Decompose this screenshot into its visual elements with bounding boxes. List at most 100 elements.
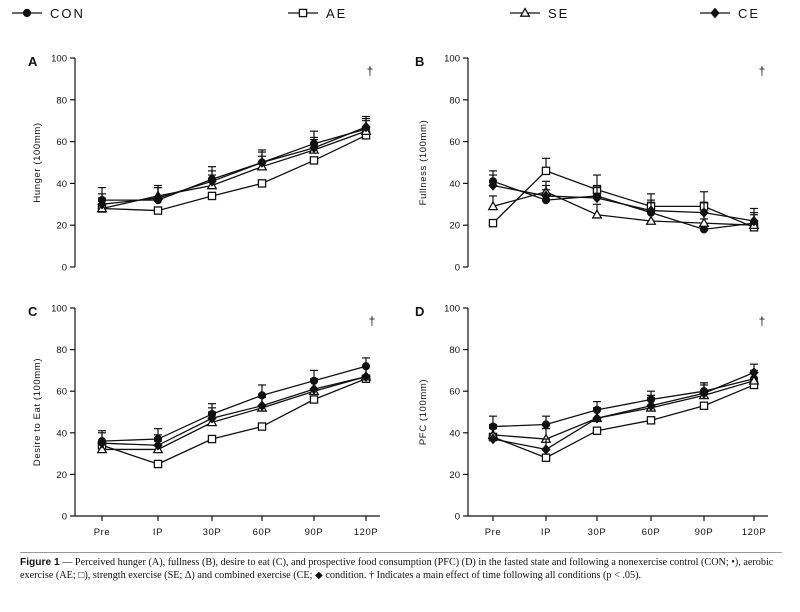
legend: CON AE SE CE: [12, 6, 760, 21]
panel-d: D 0 20 40 60 80 100 PFC (100mm) Pre IP 30P 60P 90P 12…: [415, 304, 768, 538]
x-tick-label: 60P: [253, 527, 272, 538]
series-ce: [97, 115, 371, 210]
data-point: [488, 433, 498, 445]
series-se: [487, 369, 760, 443]
significance-dagger: †: [369, 314, 376, 328]
data-point: [488, 218, 498, 228]
y-tick-label: 0: [62, 512, 67, 523]
y-tick-label: 20: [449, 470, 460, 481]
panel-letter: A: [28, 54, 38, 69]
y-axis-label: Desire to Eat (100mm): [32, 358, 43, 466]
series-con: [97, 357, 371, 446]
legend-label: CON: [50, 6, 85, 21]
y-tick-label: 40: [449, 179, 460, 190]
x-tick-label: IP: [541, 527, 551, 538]
x-tick-label: Pre: [485, 527, 502, 538]
series-line: [492, 378, 755, 428]
y-tick-label: 80: [56, 345, 67, 356]
data-point: [487, 200, 499, 211]
series-line: [102, 128, 367, 201]
series-ce: [97, 365, 371, 451]
y-tick-label: 80: [56, 95, 67, 106]
x-tick-label: 120P: [354, 527, 379, 538]
significance-dagger: †: [759, 64, 766, 78]
caption-text: — Perceived hunger (A), fullness (B), de…: [20, 557, 774, 581]
data-point: [699, 401, 709, 411]
y-tick-label: 20: [56, 221, 67, 232]
x-tick-label: 90P: [695, 527, 714, 538]
data-point: [207, 434, 217, 444]
data-point: [207, 412, 217, 424]
data-point: [207, 176, 217, 187]
x-tick-label: 60P: [642, 527, 661, 538]
y-tick-label: 0: [455, 512, 460, 523]
data-point: [541, 444, 551, 455]
data-point: [699, 388, 709, 399]
y-axis-label: Hunger (100mm): [32, 122, 43, 202]
y-tick-label: 40: [449, 428, 460, 439]
series-line: [492, 180, 755, 231]
legend-item-ae: AE: [288, 6, 347, 21]
data-point: [541, 420, 551, 429]
series-ce: [488, 174, 759, 227]
data-point: [541, 166, 551, 176]
data-point: [592, 426, 602, 435]
series-line: [102, 376, 367, 451]
y-tick-label: 80: [449, 345, 460, 356]
data-point: [541, 453, 551, 463]
x-tick-label: Pre: [94, 527, 111, 538]
y-tick-label: 40: [56, 179, 67, 190]
y-tick-label: 60: [449, 387, 460, 398]
y-tick-label: 60: [449, 137, 460, 148]
data-point: [153, 206, 163, 215]
caption-label: Figure 1: [20, 557, 60, 568]
data-point: [749, 367, 759, 378]
series-ae: [97, 374, 371, 469]
series-line: [101, 376, 367, 446]
panel-letter: C: [28, 304, 38, 319]
y-tick-label: 20: [449, 221, 460, 232]
series-line: [101, 126, 367, 205]
legend-label: CE: [738, 6, 760, 21]
legend-item-con: CON: [12, 6, 85, 21]
panel-b: B 0 20 40 60 80 100 Fullness (100mm) †: [415, 54, 765, 274]
caption-divider: [20, 552, 782, 553]
series-line: [492, 184, 755, 222]
panel-letter: D: [415, 304, 424, 319]
y-axis-label: PFC (100mm): [418, 379, 429, 445]
x-tick-label: IP: [153, 527, 163, 538]
legend-item-ce: CE: [700, 6, 760, 21]
legend-item-se: SE: [510, 6, 567, 21]
panel-letter: B: [415, 54, 424, 69]
data-point: [257, 400, 267, 412]
data-point: [698, 217, 710, 227]
series-line: [101, 365, 367, 442]
data-point: [591, 209, 603, 219]
y-tick-label: 100: [444, 54, 460, 65]
data-point: [592, 192, 602, 204]
data-point: [488, 180, 498, 191]
legend-marker-triangle: [519, 7, 531, 17]
y-tick-label: 80: [449, 95, 460, 106]
series-se: [96, 120, 372, 213]
series-ce: [488, 363, 759, 455]
data-point: [97, 437, 107, 449]
x-tick-label: 30P: [203, 527, 222, 538]
series-line: [101, 378, 367, 465]
data-point: [646, 416, 656, 425]
data-point: [592, 412, 602, 424]
data-point: [153, 459, 163, 469]
series-line: [492, 384, 755, 459]
y-tick-label: 0: [455, 263, 460, 274]
data-point: [361, 121, 371, 133]
x-tick-label: 120P: [742, 527, 767, 538]
data-point: [257, 157, 267, 168]
series-line: [492, 371, 755, 451]
y-tick-label: 100: [51, 304, 67, 315]
legend-marker-diamond: [710, 7, 720, 19]
data-point: [309, 142, 319, 154]
legend-label: AE: [326, 6, 347, 21]
data-point: [309, 395, 319, 404]
y-tick-label: 100: [51, 54, 67, 65]
data-point: [207, 191, 217, 201]
